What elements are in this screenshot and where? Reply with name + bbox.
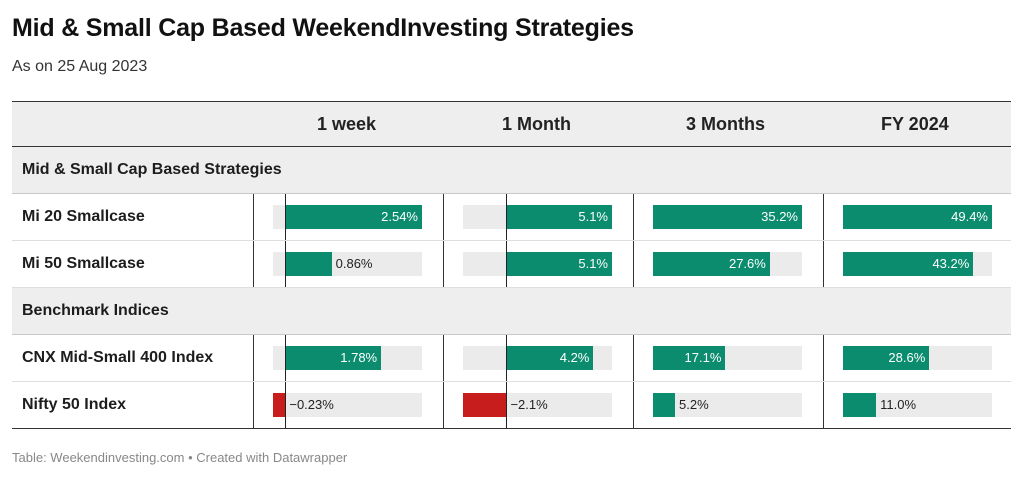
value-bar bbox=[285, 205, 422, 229]
value-cell: 27.6% bbox=[653, 252, 802, 276]
value-label: 49.4% bbox=[951, 209, 988, 224]
column-divider bbox=[253, 382, 254, 428]
zero-line bbox=[506, 382, 508, 428]
column-divider bbox=[443, 382, 444, 428]
value-label: −2.1% bbox=[510, 397, 548, 412]
value-label: 0.86% bbox=[335, 256, 373, 271]
value-cell: 0.86% bbox=[273, 241, 422, 287]
zero-line bbox=[506, 335, 508, 381]
value-bar bbox=[506, 252, 612, 276]
value-bar bbox=[285, 346, 382, 370]
zero-line bbox=[285, 335, 287, 381]
value-cell: 28.6% bbox=[843, 346, 992, 370]
zero-line bbox=[506, 241, 508, 287]
column-header: 1 week bbox=[317, 114, 377, 134]
table-row: Mi 20 Smallcase 2.54% 5.1% 35.2% 49.4% bbox=[12, 194, 1011, 241]
value-cell: 17.1% bbox=[653, 346, 802, 370]
table-row: CNX Mid-Small 400 Index 1.78% 4.2% 17.1% 28.… bbox=[12, 335, 1011, 382]
value-label: 28.6% bbox=[888, 350, 926, 365]
zero-line bbox=[285, 194, 287, 240]
column-divider bbox=[443, 241, 444, 287]
value-label: 1.78% bbox=[340, 350, 378, 365]
value-cell: 4.2% bbox=[463, 335, 612, 381]
column-divider bbox=[823, 194, 824, 240]
table-row: Mi 50 Smallcase 0.86% 5.1% 27.6% 43.2% bbox=[12, 241, 1011, 288]
value-label: 5.1% bbox=[578, 256, 608, 271]
chart-footer: Table: Weekendinvesting.com • Created wi… bbox=[12, 450, 348, 465]
zero-line bbox=[506, 194, 508, 240]
row-label: Mi 20 Smallcase bbox=[22, 208, 145, 225]
value-bar bbox=[285, 252, 332, 276]
value-label: 5.1% bbox=[578, 209, 608, 224]
value-bar bbox=[506, 346, 594, 370]
value-bar bbox=[506, 205, 612, 229]
column-divider bbox=[443, 194, 444, 240]
column-divider bbox=[823, 241, 824, 287]
column-divider bbox=[823, 382, 824, 428]
column-header: FY 2024 bbox=[881, 114, 949, 134]
column-divider bbox=[633, 382, 634, 428]
value-bar bbox=[843, 205, 992, 229]
value-label: 11.0% bbox=[880, 397, 917, 412]
column-divider bbox=[633, 241, 634, 287]
value-bar bbox=[273, 393, 286, 417]
value-cell: 49.4% bbox=[843, 205, 992, 229]
row-label: Nifty 50 Index bbox=[22, 396, 127, 413]
value-cell: 1.78% bbox=[273, 335, 422, 381]
table-header: 1 week 1 Month 3 Months FY 2024 bbox=[12, 101, 1011, 147]
value-bar bbox=[463, 393, 507, 417]
column-divider bbox=[443, 335, 444, 381]
value-label: −0.23% bbox=[289, 397, 334, 412]
column-header: 3 Months bbox=[686, 114, 765, 134]
chart-title: Mid & Small Cap Based WeekendInvesting S… bbox=[12, 14, 634, 42]
column-header: 1 Month bbox=[502, 114, 571, 134]
table-row: Nifty 50 Index −0.23% −2.1% 5.2% 11.0% bbox=[12, 382, 1011, 429]
value-bar bbox=[843, 393, 877, 417]
column-divider bbox=[823, 335, 824, 381]
column-divider bbox=[253, 335, 254, 381]
value-cell: 5.1% bbox=[463, 194, 612, 240]
row-label: Mi 50 Smallcase bbox=[22, 255, 145, 272]
value-cell: 5.1% bbox=[463, 241, 612, 287]
value-cell: 35.2% bbox=[653, 205, 802, 229]
value-bar bbox=[843, 346, 930, 370]
value-label: 35.2% bbox=[761, 209, 798, 224]
column-divider bbox=[253, 241, 254, 287]
zero-line bbox=[285, 241, 287, 287]
value-cell: −0.23% bbox=[273, 382, 422, 428]
value-label: 5.2% bbox=[679, 397, 709, 412]
value-cell: 5.2% bbox=[653, 393, 802, 417]
value-label: 27.6% bbox=[728, 256, 766, 271]
column-divider bbox=[633, 194, 634, 240]
column-divider bbox=[253, 194, 254, 240]
value-bar bbox=[843, 252, 974, 276]
value-bar bbox=[653, 205, 802, 229]
zero-line bbox=[285, 382, 287, 428]
value-label: 4.2% bbox=[559, 350, 590, 365]
value-cell: 11.0% bbox=[843, 393, 992, 417]
group-header: Mid & Small Cap Based Strategies bbox=[12, 147, 1011, 194]
value-bar bbox=[653, 346, 726, 370]
row-label: CNX Mid-Small 400 Index bbox=[22, 349, 214, 366]
value-cell: −2.1% bbox=[463, 382, 612, 428]
value-label: 2.54% bbox=[381, 209, 418, 224]
returns-table: 1 week 1 Month 3 Months FY 2024 Mid & Small… bbox=[12, 101, 1011, 429]
column-divider bbox=[633, 335, 634, 381]
value-bar bbox=[653, 252, 770, 276]
value-cell: 43.2% bbox=[843, 252, 992, 276]
value-label: 43.2% bbox=[932, 256, 970, 271]
value-label: 17.1% bbox=[684, 350, 722, 365]
group-header: Benchmark Indices bbox=[12, 288, 1011, 335]
value-cell: 2.54% bbox=[273, 194, 422, 240]
value-bar bbox=[653, 393, 675, 417]
table-body: Mid & Small Cap Based Strategies Mi 20 Sm… bbox=[12, 147, 1011, 429]
chart-subtitle: As on 25 Aug 2023 bbox=[12, 58, 148, 75]
